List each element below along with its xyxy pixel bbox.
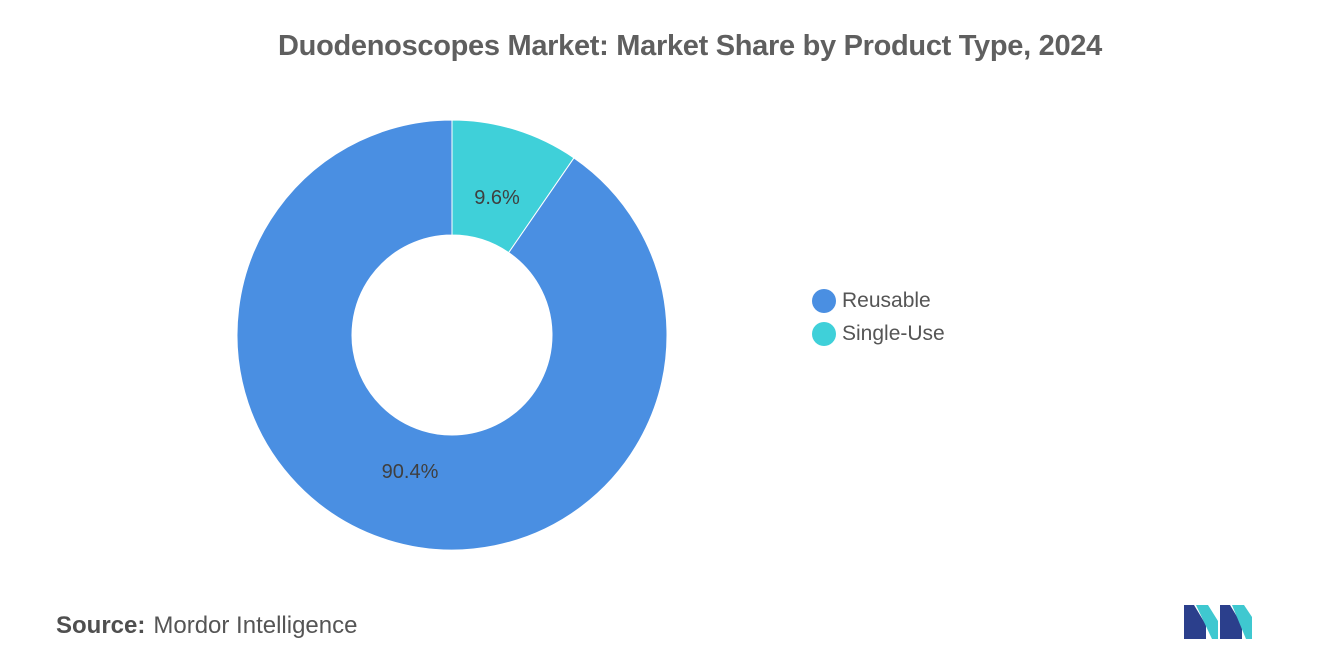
- legend-item-single-use[interactable]: Single-Use: [812, 317, 945, 350]
- data-label-reusable: 90.4%: [382, 461, 439, 483]
- slice-reusable[interactable]: [236, 119, 668, 551]
- legend-swatch-reusable: [812, 288, 836, 313]
- data-label-single-use: 9.6%: [474, 187, 520, 209]
- legend-swatch-single-use: [812, 321, 836, 346]
- chart-title: Duodenoscopes Market: Market Share by Pr…: [278, 30, 1102, 62]
- mordor-intelligence-logo-icon: [1184, 605, 1252, 639]
- legend-label-reusable: Reusable: [842, 288, 931, 312]
- source-note: Source: Mordor Intelligence: [56, 612, 357, 640]
- source-text: Mordor Intelligence: [153, 612, 358, 639]
- legend-label-single-use: Single-Use: [842, 321, 945, 345]
- legend-item-reusable[interactable]: Reusable: [812, 284, 945, 317]
- legend: Reusable Single-Use: [812, 284, 945, 350]
- source-label: Source:: [56, 612, 146, 639]
